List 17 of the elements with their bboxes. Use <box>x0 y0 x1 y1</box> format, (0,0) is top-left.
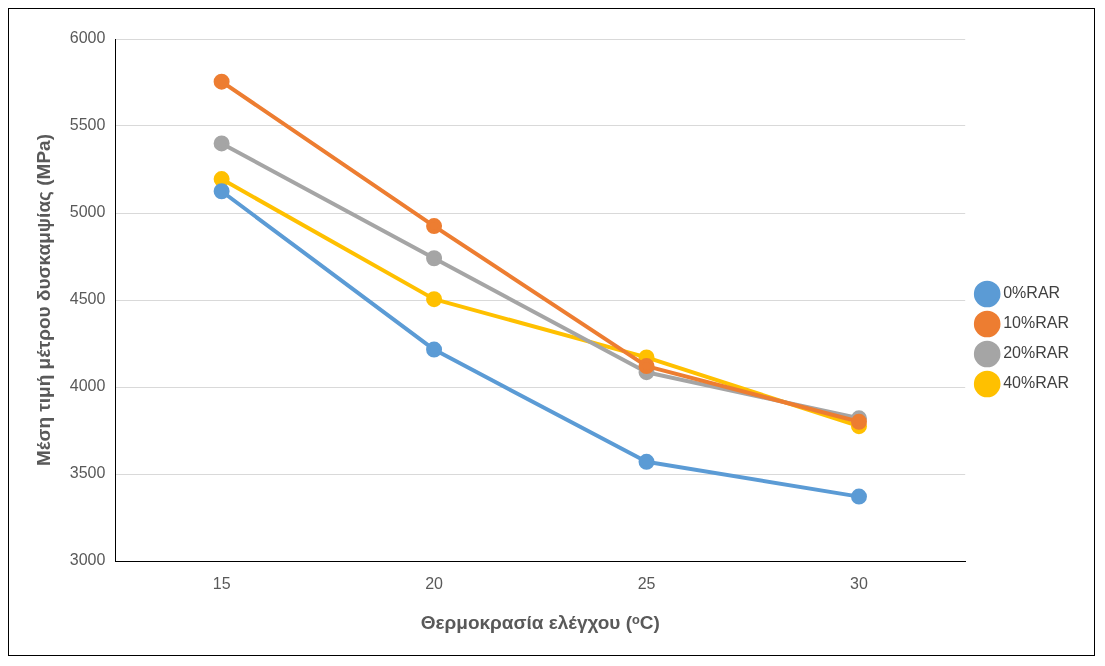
x-tick-label: 30 <box>850 575 868 593</box>
y-tick-label: 3500 <box>69 464 106 482</box>
y-tick-label: 4500 <box>69 290 106 308</box>
y-tick-label: 5500 <box>69 116 106 134</box>
x-axis-title: Θερμοκρασία ελέγχου (ᵒC) <box>420 611 660 633</box>
x-tick-label: 25 <box>637 575 656 593</box>
x-tick-label: 20 <box>425 575 444 593</box>
y-tick-label: 6000 <box>69 29 106 47</box>
legend-label: 0%RAR <box>1003 284 1061 302</box>
x-tick-label: 15 <box>212 575 231 593</box>
legend-label: 20%RAR <box>1003 344 1070 362</box>
y-tick-label: 5000 <box>69 203 106 221</box>
y-axis-title: Μέση τιμή μέτρου δυσκαμψίας (MPa) <box>32 134 54 466</box>
y-tick-label: 3000 <box>69 551 106 569</box>
legend-label: 40%RAR <box>1003 374 1070 392</box>
y-tick-label: 4000 <box>69 377 106 395</box>
legend-label: 10%RAR <box>1003 314 1070 332</box>
